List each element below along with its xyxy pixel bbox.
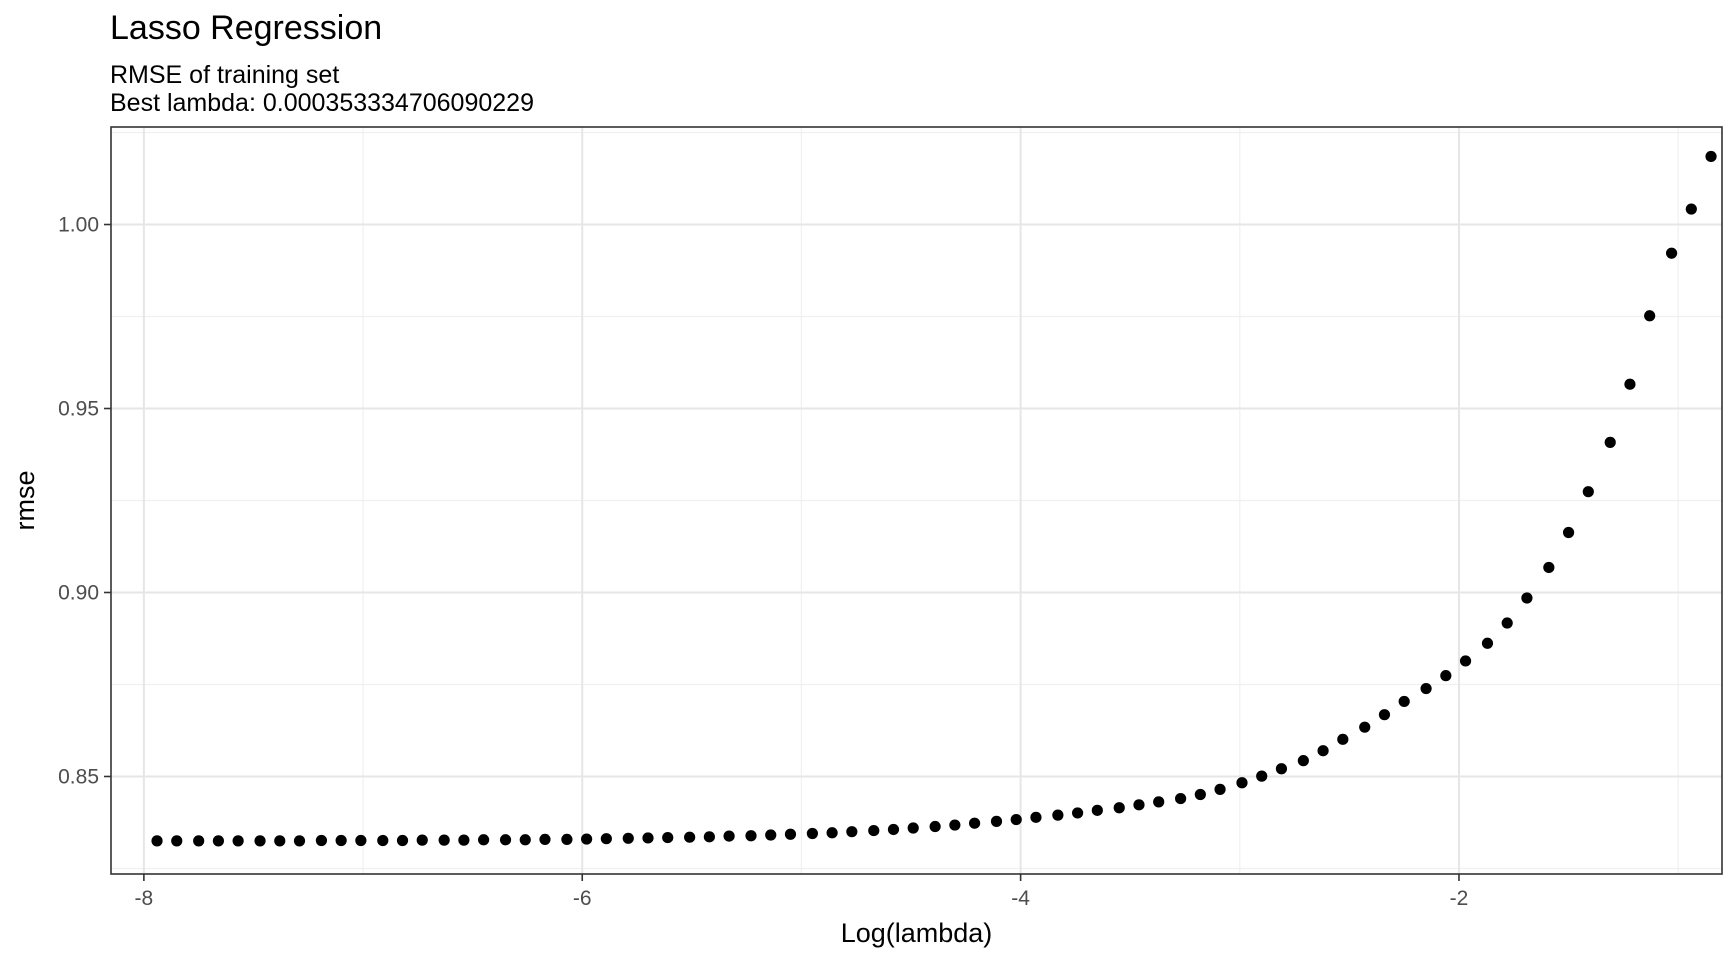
data-point [355, 834, 367, 847]
data-point [335, 834, 347, 847]
data-point [581, 833, 593, 845]
data-point [1604, 436, 1616, 448]
data-point [1359, 721, 1371, 733]
data-point [1644, 310, 1656, 322]
x-tick-label: -6 [573, 887, 592, 910]
data-point [396, 834, 409, 847]
data-point [458, 834, 470, 846]
data-point [1256, 770, 1268, 782]
data-point [1091, 804, 1103, 816]
data-point [949, 819, 961, 831]
data-point [684, 831, 696, 843]
data-point [1072, 807, 1084, 819]
data-point [1624, 378, 1636, 390]
data-point [315, 834, 328, 847]
data-point [561, 833, 573, 846]
data-point [1337, 733, 1349, 745]
data-point [1153, 796, 1165, 808]
data-point [171, 835, 183, 847]
data-point [1398, 695, 1410, 708]
y-tick-label: 0.90 [58, 581, 99, 604]
data-point [745, 830, 757, 842]
data-point [1521, 592, 1533, 604]
x-tick-label: -2 [1450, 887, 1469, 910]
data-point [703, 831, 715, 843]
chart-subtitle-line-1: RMSE of training set [110, 61, 340, 89]
data-point [1194, 788, 1206, 801]
data-point [784, 828, 797, 840]
data-point [377, 834, 389, 847]
data-point [600, 833, 612, 845]
data-point [826, 827, 838, 839]
data-point [1378, 709, 1391, 721]
data-point [1501, 617, 1513, 629]
data-point [212, 835, 224, 847]
data-point [1317, 745, 1329, 757]
y-tick-label: 0.85 [58, 765, 99, 788]
chart-subtitle-line-2: Best lambda: 0.000353334706090229 [110, 89, 534, 117]
data-point [499, 834, 512, 846]
data-point [1440, 670, 1452, 682]
data-point [887, 823, 900, 836]
y-axis-title: rmse [10, 471, 40, 531]
data-point [519, 834, 531, 846]
data-point [1420, 682, 1432, 695]
data-point [1543, 561, 1555, 574]
chart-title: Lasso Regression [110, 9, 383, 47]
data-point [1133, 799, 1145, 811]
data-point [1665, 247, 1678, 259]
data-point [1705, 150, 1717, 163]
data-point [151, 835, 163, 847]
axes: -8 -6 -4 -2 0.85 0.90 0.95 1.00 [58, 214, 1468, 910]
data-point [846, 826, 858, 838]
data-point [622, 832, 634, 844]
data-point [907, 822, 919, 834]
plot-panel-border [110, 126, 1723, 875]
data-point [539, 833, 551, 846]
data-point [1052, 809, 1064, 821]
data-point [1214, 783, 1226, 795]
data-point [193, 835, 205, 847]
data-point [990, 815, 1003, 827]
data-point [293, 835, 306, 847]
data-point [1236, 777, 1248, 789]
grid-lines [111, 127, 1722, 874]
y-tick-label: 0.95 [58, 398, 99, 421]
data-point [1481, 637, 1494, 649]
data-point [1685, 203, 1697, 215]
data-point [765, 829, 777, 841]
x-axis-title: Log(lambda) [841, 918, 993, 948]
y-tick-label: 1.00 [58, 214, 99, 237]
data-point [1562, 526, 1575, 539]
data-point [274, 835, 286, 847]
data-point [1297, 755, 1309, 767]
data-point [254, 835, 266, 847]
data-point [1113, 802, 1125, 814]
data-point [1582, 486, 1594, 498]
data-point [968, 817, 981, 829]
x-tick-label: -4 [1011, 887, 1030, 910]
data-point [1010, 813, 1022, 826]
data-point [929, 820, 941, 833]
data-point [1459, 655, 1472, 667]
data-point [868, 824, 880, 837]
data-point [662, 831, 674, 844]
data-point [232, 835, 244, 847]
data-point [723, 830, 735, 842]
data-point [642, 832, 654, 844]
data-points [151, 150, 1717, 847]
data-point [416, 834, 428, 846]
x-tick-label: -8 [135, 887, 154, 910]
data-point [1030, 811, 1042, 823]
data-point [438, 834, 450, 846]
data-point [478, 834, 490, 846]
data-point [806, 827, 818, 840]
data-point [1275, 763, 1288, 775]
data-point [1175, 792, 1187, 805]
